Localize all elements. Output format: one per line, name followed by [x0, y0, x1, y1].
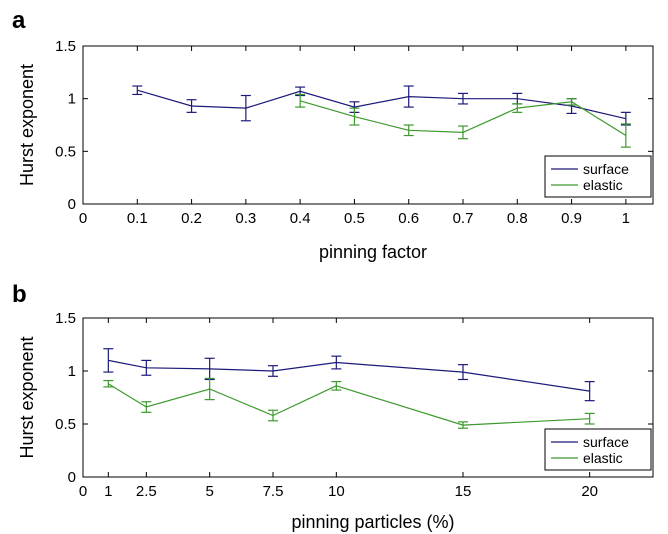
x-tick-label: 0.1 [127, 210, 148, 227]
series-line-surface [108, 359, 590, 392]
y-tick-label: 1 [68, 363, 76, 380]
legend-box [544, 428, 652, 471]
error-bar-elastic [331, 381, 342, 391]
error-bar-surface [620, 111, 631, 126]
error-bar-surface [403, 85, 414, 108]
y-tick-label: 0.5 [55, 143, 76, 160]
x-tick-label: 7.5 [263, 483, 284, 500]
x-tick-label: 2.5 [136, 483, 157, 500]
x-tick-label: 0.7 [453, 210, 474, 227]
x-tick-label: 0.6 [398, 210, 419, 227]
x-tick-label: 1 [104, 483, 112, 500]
y-tick-label: 0 [68, 469, 76, 486]
error-bar-surface [331, 355, 342, 370]
error-bar-elastic [268, 409, 278, 422]
x-axis-label: pinning particles (%) [291, 512, 454, 532]
series-surface [132, 85, 631, 126]
panel-label: b [12, 281, 27, 308]
error-bar-elastic [458, 421, 468, 429]
y-tick-label: 1.5 [55, 38, 76, 55]
x-tick-label: 0.4 [290, 210, 311, 227]
series-line-surface [137, 89, 627, 120]
legend-label-surface: surface [583, 161, 629, 177]
error-bar-elastic [620, 123, 631, 148]
error-bar-elastic [403, 124, 414, 137]
x-tick-label: 15 [455, 483, 472, 500]
y-tick-label: 0.5 [55, 416, 76, 433]
error-bar-surface [132, 85, 143, 96]
error-bar-elastic [584, 412, 595, 425]
error-bar-surface [141, 359, 152, 376]
x-tick-label: 0.2 [181, 210, 202, 227]
x-tick-label: 0 [79, 483, 87, 500]
panel-label: a [12, 7, 26, 34]
x-tick-label: 0 [79, 210, 87, 227]
error-bar-surface [584, 381, 595, 402]
error-bar-surface [186, 99, 197, 113]
y-tick-label: 1.5 [55, 310, 76, 327]
error-bar-elastic [204, 377, 215, 401]
error-bar-surface [103, 348, 114, 373]
series-elastic [103, 377, 595, 429]
x-tick-label: 0.8 [507, 210, 528, 227]
y-tick-label: 0 [68, 196, 76, 213]
x-tick-label: 0.9 [561, 210, 582, 227]
error-bar-surface [268, 365, 278, 377]
chart-panel-a: a 0 0.1 0.2 0.3 0.4 0.5 0.6 0.7 0.8 0.9 1 0 0.5 1 1.5 pi… [12, 7, 654, 262]
error-bar-elastic [103, 379, 114, 388]
error-bar-elastic [349, 107, 360, 126]
x-axis-label: pinning factor [319, 242, 427, 262]
series-surface [103, 348, 595, 402]
error-bar-elastic [566, 98, 577, 106]
x-tick-label: 20 [581, 483, 598, 500]
x-tick-label: 0.5 [344, 210, 365, 227]
error-bar-elastic [295, 93, 306, 108]
legend-label-elastic: elastic [583, 450, 623, 466]
series-elastic [295, 93, 631, 148]
error-bar-elastic [458, 125, 468, 140]
y-axis-label: Hurst exponent [17, 336, 37, 458]
legend-label-elastic: elastic [583, 177, 623, 193]
plot-frame [82, 317, 654, 478]
x-tick-label: 1 [622, 210, 630, 227]
error-bar-surface [240, 94, 251, 122]
legend-box [544, 155, 652, 198]
series-line-elastic [107, 383, 590, 426]
error-bar-elastic [141, 401, 152, 413]
error-bar-surface [458, 364, 468, 381]
y-tick-label: 1 [68, 91, 76, 108]
error-bar-elastic [512, 103, 523, 113]
error-bar-surface [458, 92, 468, 105]
x-tick-label: 0.3 [235, 210, 256, 227]
plot-frame [82, 45, 654, 205]
x-tick-label: 10 [328, 483, 345, 500]
legend-label-surface: surface [583, 434, 629, 450]
y-axis-label: Hurst exponent [17, 64, 37, 186]
x-tick-label: 5 [205, 483, 213, 500]
